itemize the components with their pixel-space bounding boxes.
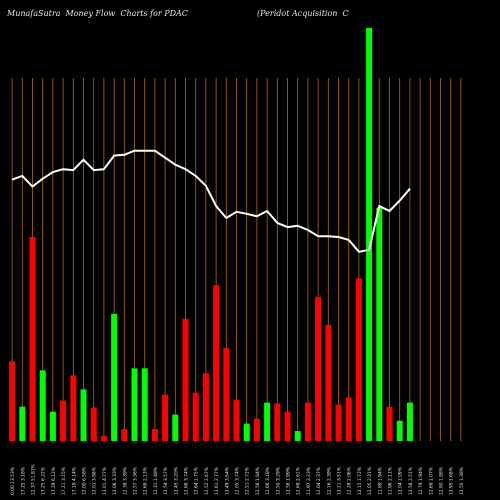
x-tick-label: 17.25 3.18% [20, 467, 26, 495]
x-tick-label: 12.04 1.09% [398, 467, 404, 495]
x-tick-label: 12.68 1.07% [428, 467, 434, 495]
bar [39, 370, 46, 441]
x-tick-label: 0.00 13.53% [10, 467, 16, 495]
x-tick-label: 12.49 3.64% [224, 467, 230, 495]
bar [233, 399, 240, 441]
bar [202, 373, 209, 441]
x-tick-label: 12.66 3.18% [265, 467, 271, 495]
bar [294, 431, 301, 441]
x-tick-label: 12.52 2.67% [204, 467, 210, 495]
bar [29, 236, 36, 441]
x-tick-label: 12.68 2.13% [143, 467, 149, 495]
bar [141, 368, 148, 441]
x-tick-label: 12.64 1.75% [194, 467, 200, 495]
x-tick-label: 12.31 1.48% [153, 467, 159, 495]
bar [131, 368, 138, 441]
bar [335, 404, 342, 441]
bar [121, 429, 128, 441]
bar [253, 418, 260, 441]
x-tick-label: 12.00 6.58% [82, 467, 88, 495]
bar [386, 406, 393, 441]
x-tick-label: 17.29 6.12% [51, 467, 57, 495]
bar [49, 411, 56, 441]
bar [151, 429, 158, 441]
bar [182, 318, 189, 441]
x-tick-label: 12.05 3.74% [235, 467, 241, 495]
bar [376, 207, 383, 441]
x-tick-label: 11.96 2.11% [388, 467, 394, 495]
bar [60, 400, 67, 441]
x-tick-label: 12.21 3.51% [337, 467, 343, 495]
x-tick-label: 17.18 4.14% [71, 467, 77, 495]
x-tick-label: 12.04 2.37% [316, 467, 322, 495]
x-tick-label: 12.58 2.51% [408, 467, 414, 495]
chart-subtitle: (Peridot Acquisition C [257, 9, 349, 18]
x-tick-label: 12.16 2.39% [326, 467, 332, 495]
bar [111, 313, 118, 441]
bar [304, 402, 311, 441]
x-tick-label: 12.39 3.39% [122, 467, 128, 495]
bar [223, 348, 230, 441]
x-tick-label: 12.68 2.61% [296, 467, 302, 495]
x-tick-label: 12.68 3.74% [184, 467, 190, 495]
bar [284, 411, 291, 441]
x-tick-label: 12.15 1.72% [357, 467, 363, 495]
x-tick-label: 12.80 1.98% [439, 467, 445, 495]
bar [243, 423, 250, 441]
x-tick-label: 12.01 3.88% [92, 467, 98, 495]
bar [172, 414, 179, 441]
bar [70, 375, 77, 441]
bar [213, 285, 220, 441]
bar [90, 407, 97, 441]
x-tick-label: 12.45 3.20% [173, 467, 179, 495]
x-tick-label: 12.50 3.29% [275, 467, 281, 495]
x-tick-label: 12.51 2.72% [245, 467, 251, 495]
bar [9, 361, 16, 441]
bar [192, 392, 199, 441]
x-tick-label: 12.05 2.31% [367, 467, 373, 495]
x-tick-label: 12.95 1.68% [449, 467, 455, 495]
bar [264, 402, 271, 441]
chart-title: MunafaSutra Money Flow Charts for PDAC [7, 9, 188, 18]
bar [345, 397, 352, 441]
bar [19, 406, 26, 441]
x-tick-label: 11.89 1.94% [377, 467, 383, 495]
x-tick-label: 11.97 2.23% [306, 467, 312, 495]
bar [80, 389, 87, 441]
bar [274, 403, 281, 441]
bar [396, 420, 403, 441]
bar [325, 324, 332, 441]
x-tick-label: 12.28 2.06% [347, 467, 353, 495]
x-tick-label: 12.56 1.99% [286, 467, 292, 495]
x-tick-label: 12.50 1.38% [459, 467, 465, 495]
bar [406, 402, 413, 441]
x-tick-label: 12.37 51.81% [31, 464, 37, 495]
bar [355, 278, 362, 441]
x-tick-label: 12.57 3.36% [133, 467, 139, 495]
x-tick-label: 17.25 6.22% [41, 467, 47, 495]
x-tick-label: 12.56 1.84% [255, 467, 261, 495]
x-tick-label: 12.61 2.77% [214, 467, 220, 495]
bar [315, 296, 322, 441]
bar [366, 28, 373, 441]
x-tick-label: 12.01 4.77% [102, 467, 108, 495]
x-tick-label: 12.08 3.33% [112, 467, 118, 495]
x-tick-label: 12.79 1.94% [418, 467, 424, 495]
x-tick-label: 12.54 3.57% [163, 467, 169, 495]
series-line [11, 149, 411, 253]
bar [162, 394, 169, 441]
x-tick-label: 17.21 3.15% [61, 467, 67, 495]
bar [100, 436, 107, 441]
